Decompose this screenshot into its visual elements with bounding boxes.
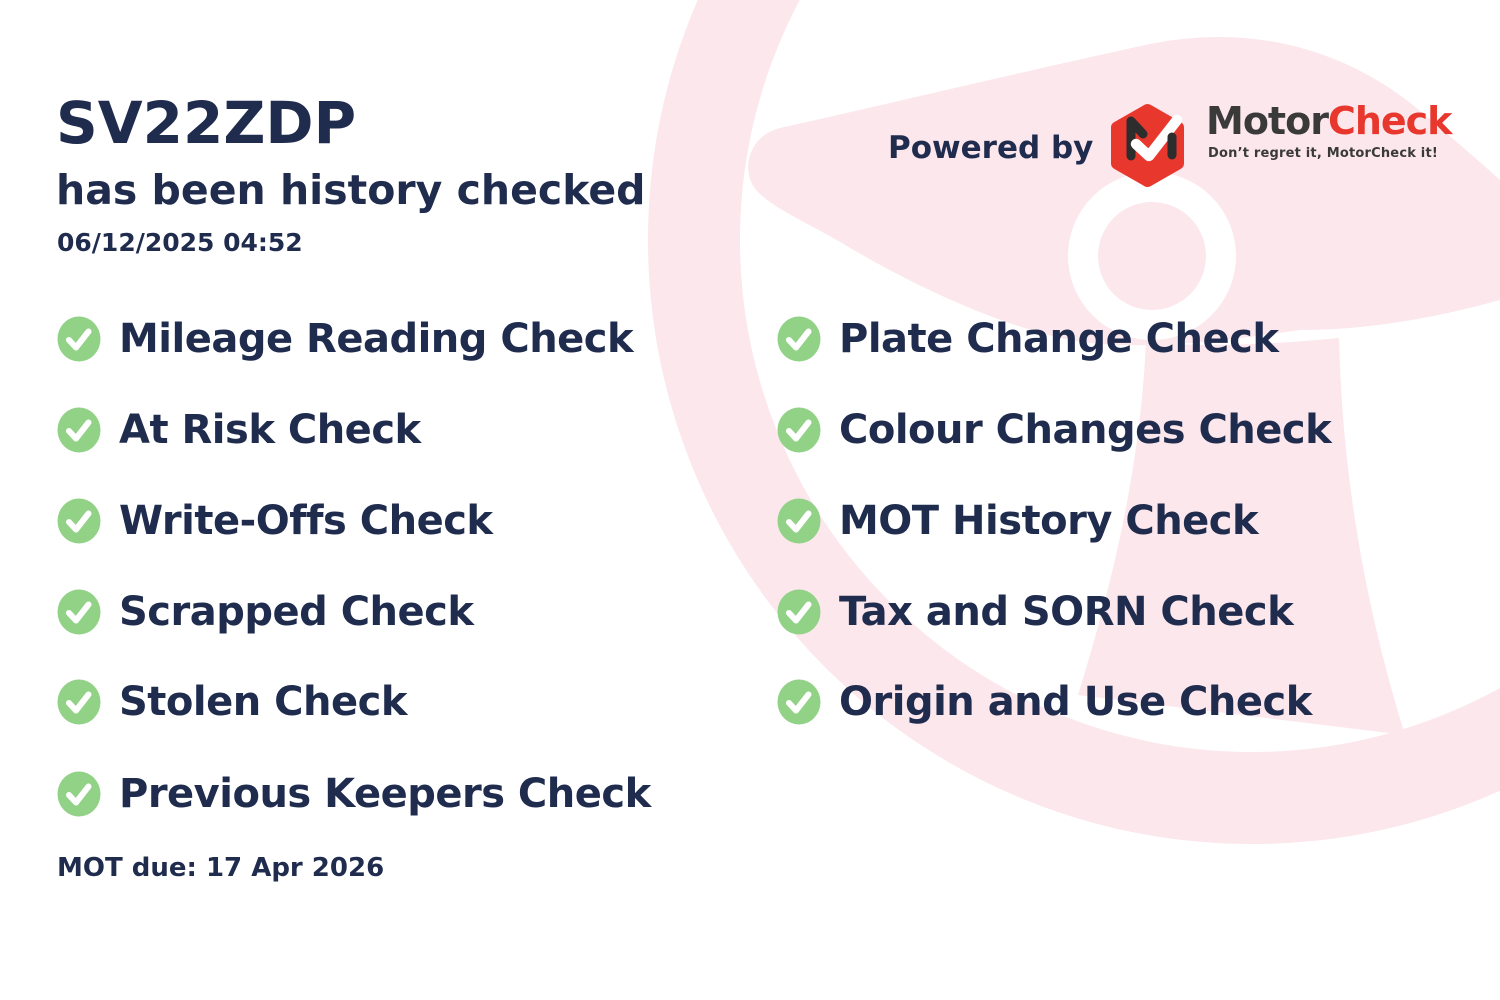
check-list-item: Mileage Reading Check [57, 316, 634, 362]
check-list-item: At Risk Check [57, 407, 421, 453]
motorcheck-logo-icon [1111, 104, 1184, 187]
check-list-item: Origin and Use Check [777, 679, 1312, 725]
brand-word-check: Check [1327, 99, 1453, 143]
mot-due-date: MOT due: 17 Apr 2026 [57, 853, 385, 883]
check-list-item: Previous Keepers Check [57, 771, 651, 817]
check-label: MOT History Check [839, 498, 1259, 544]
brand-word-motor: Motor [1206, 99, 1329, 143]
check-label: At Risk Check [119, 407, 421, 453]
check-list-item: Tax and SORN Check [777, 589, 1294, 635]
green-check-circle-icon [57, 589, 101, 635]
check-label: Tax and SORN Check [839, 589, 1294, 635]
check-label: Plate Change Check [839, 316, 1279, 362]
green-check-circle-icon [777, 498, 821, 544]
green-check-circle-icon [57, 771, 101, 817]
brand-tagline: Don’t regret it, MotorCheck it! [1208, 146, 1439, 161]
report-timestamp: 06/12/2025 04:52 [57, 228, 303, 257]
branding-block: Powered by MotorCheck Don’t regret it, M… [888, 96, 1468, 196]
green-check-circle-icon [57, 316, 101, 362]
powered-by-label: Powered by [888, 130, 1094, 166]
green-check-circle-icon [777, 679, 821, 725]
brand-wordmark: MotorCheck [1206, 99, 1453, 143]
green-check-circle-icon [777, 589, 821, 635]
vehicle-registration: SV22ZDP [56, 89, 357, 157]
check-list-item: Stolen Check [57, 679, 407, 725]
green-check-circle-icon [57, 679, 101, 725]
check-list-item: MOT History Check [777, 498, 1259, 544]
check-label: Origin and Use Check [839, 679, 1312, 725]
report-subtitle: has been history checked [56, 166, 646, 214]
check-label: Scrapped Check [119, 589, 474, 635]
check-label: Stolen Check [119, 679, 407, 725]
check-label: Previous Keepers Check [119, 771, 651, 817]
green-check-circle-icon [57, 498, 101, 544]
green-check-circle-icon [777, 316, 821, 362]
check-label: Colour Changes Check [839, 407, 1332, 453]
check-label: Write-Offs Check [119, 498, 493, 544]
green-check-circle-icon [57, 407, 101, 453]
check-label: Mileage Reading Check [119, 316, 634, 362]
check-list-item: Scrapped Check [57, 589, 474, 635]
check-list-item: Colour Changes Check [777, 407, 1332, 453]
green-check-circle-icon [777, 407, 821, 453]
check-list-item: Write-Offs Check [57, 498, 493, 544]
check-list-item: Plate Change Check [777, 316, 1279, 362]
